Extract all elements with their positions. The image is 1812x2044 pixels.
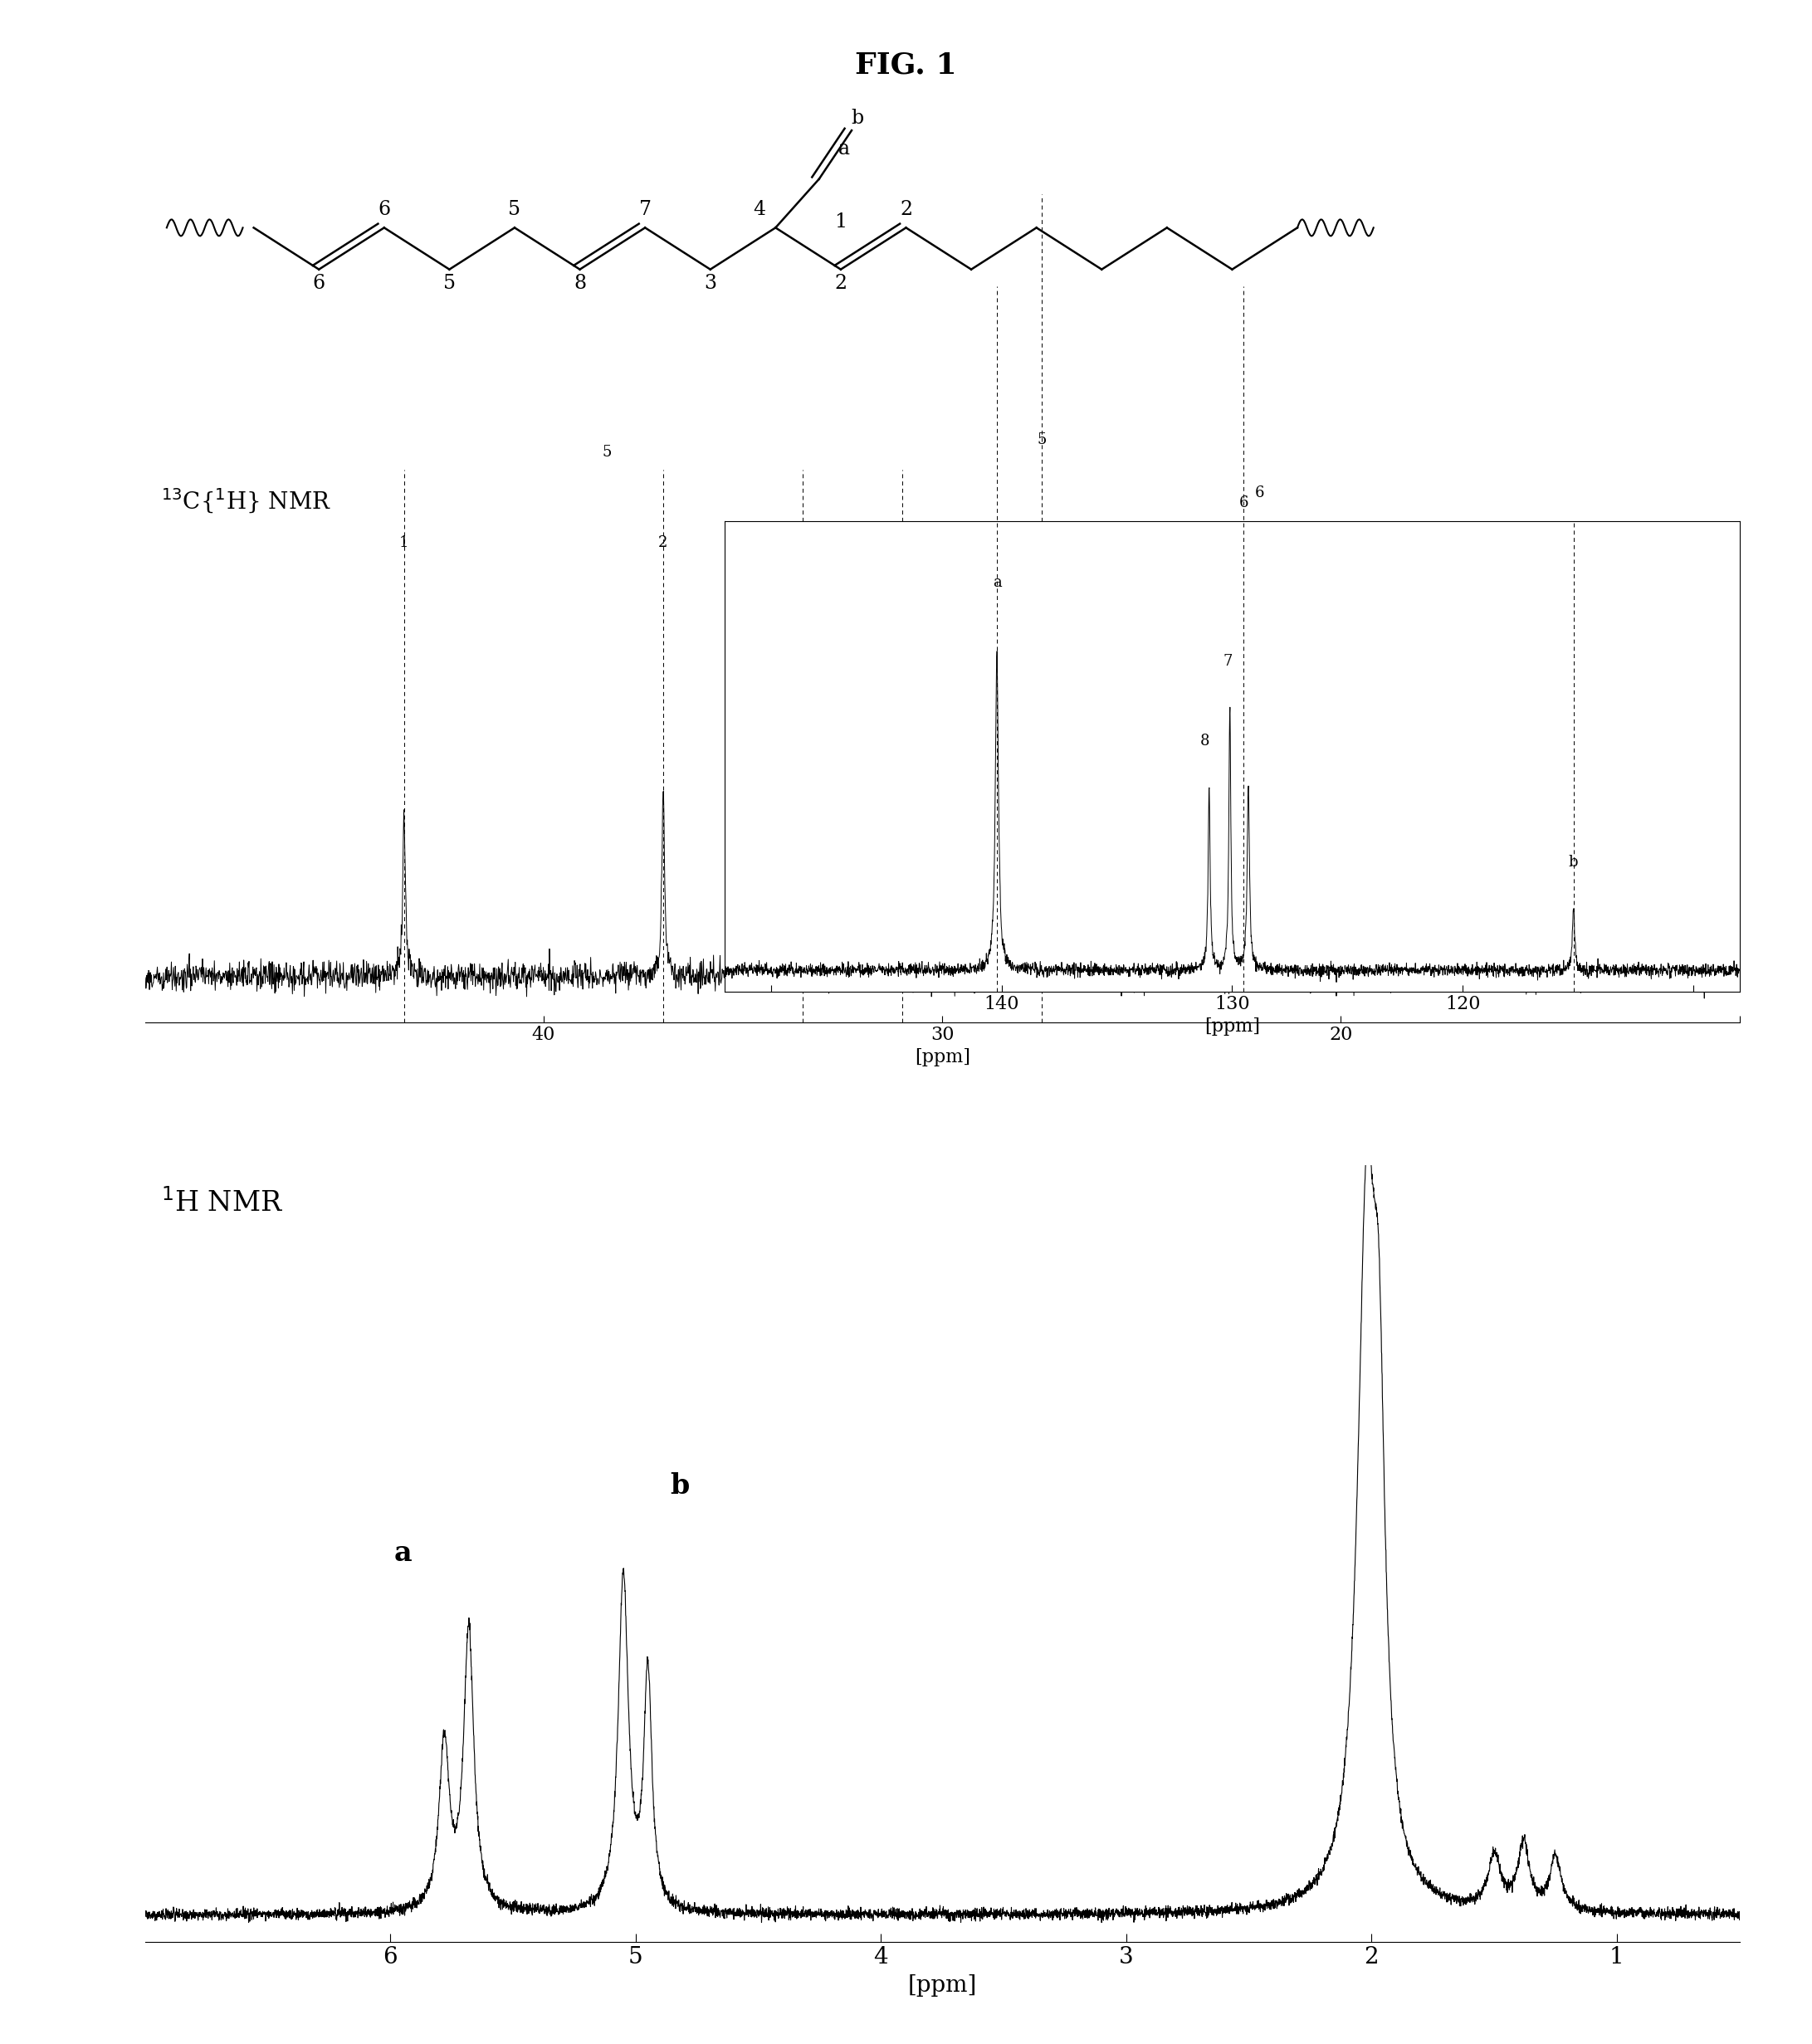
X-axis label: [ppm]: [ppm]: [1205, 1018, 1259, 1036]
Text: 3: 3: [797, 536, 808, 550]
Text: b: b: [670, 1472, 689, 1500]
Text: 2: 2: [658, 536, 669, 550]
Text: b: b: [852, 108, 863, 127]
Text: 8: 8: [1200, 734, 1209, 748]
Text: 2: 2: [901, 200, 911, 219]
X-axis label: [ppm]: [ppm]: [915, 1049, 969, 1067]
Text: 6: 6: [379, 200, 390, 219]
Text: 6: 6: [1239, 497, 1248, 511]
Text: 8: 8: [574, 274, 585, 292]
Text: 7: 7: [1223, 654, 1232, 668]
X-axis label: [ppm]: [ppm]: [908, 1975, 977, 1997]
Text: 5: 5: [1036, 431, 1047, 448]
Text: a: a: [839, 139, 850, 159]
Text: 3: 3: [705, 274, 716, 292]
Text: 6: 6: [1254, 486, 1265, 501]
Text: 2: 2: [835, 274, 846, 292]
Text: 4: 4: [897, 536, 908, 550]
Text: 1: 1: [399, 536, 410, 550]
Text: 5: 5: [602, 446, 612, 460]
Text: a: a: [393, 1539, 411, 1568]
Text: 1: 1: [835, 213, 846, 231]
Text: $^{13}$C{$^{1}$H} NMR: $^{13}$C{$^{1}$H} NMR: [161, 486, 332, 515]
Text: 7: 7: [640, 200, 651, 219]
Text: $^{1}$H NMR: $^{1}$H NMR: [161, 1188, 283, 1218]
Text: 6: 6: [313, 274, 324, 292]
Text: 5: 5: [444, 274, 455, 292]
Text: a: a: [993, 574, 1002, 591]
Text: b: b: [1569, 854, 1578, 871]
Text: 5: 5: [509, 200, 520, 219]
Text: FIG. 1: FIG. 1: [855, 51, 957, 80]
Text: 4: 4: [754, 200, 765, 219]
